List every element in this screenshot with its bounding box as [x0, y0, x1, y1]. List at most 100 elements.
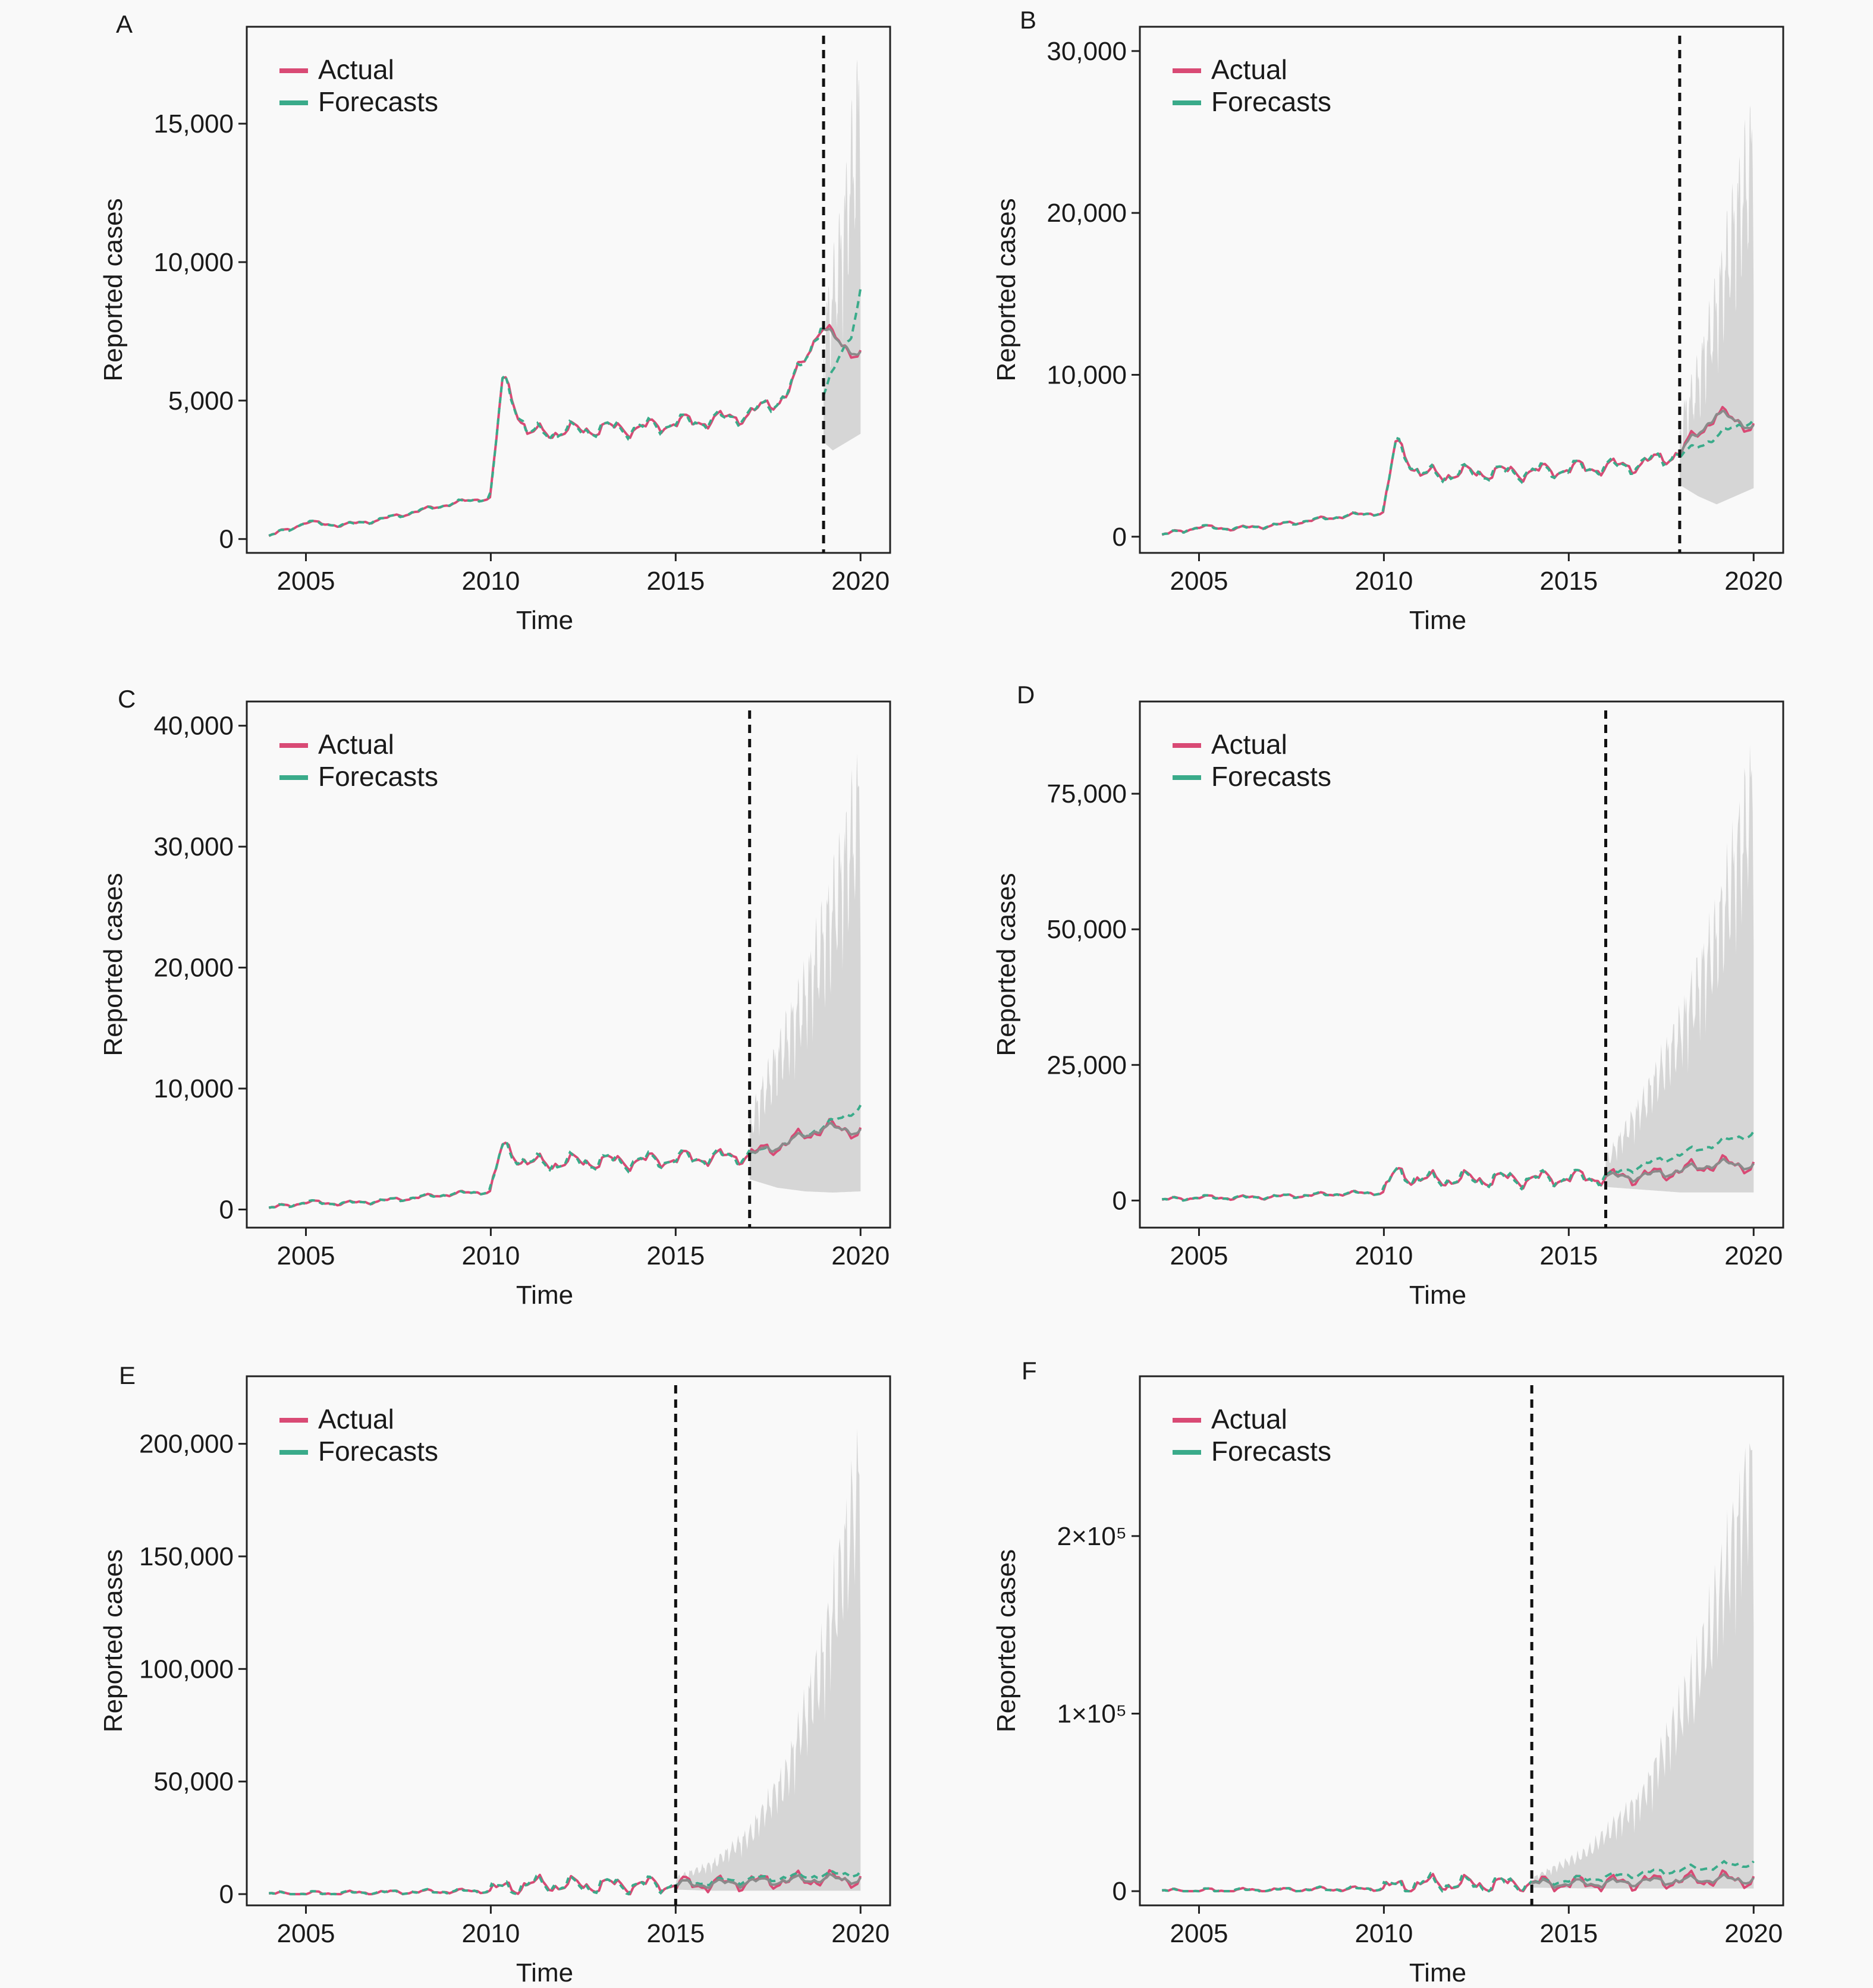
y-tick-label: 200,000	[139, 1430, 234, 1459]
y-tick-label: 0	[219, 525, 234, 554]
fitted-series-line	[269, 1140, 751, 1209]
forecast-series-line	[822, 288, 862, 396]
y-axis-label: Reported cases	[99, 198, 128, 381]
y-tick-label: 50,000	[1047, 915, 1127, 944]
x-tick-label: 2010	[461, 567, 520, 596]
fitted-series-line	[1162, 1871, 1533, 1893]
x-tick-label: 2005	[1170, 1241, 1228, 1270]
y-tick-label: 0	[1113, 1186, 1127, 1215]
panel-e: E 0 50,000 100,000 150,000 200,000 2005 2010 201…	[99, 1361, 891, 1987]
actual-forecast-overlap-line	[749, 1121, 862, 1155]
legend-actual-label: Actual	[1211, 1404, 1287, 1435]
legend-forecasts-label: Forecasts	[1211, 1436, 1331, 1467]
y-tick-label: 15,000	[153, 109, 234, 139]
prediction-interval-band	[749, 753, 861, 1193]
panel-c: C 0 10,000 20,000 30,000 40,000 2005 2010 2015 20…	[99, 685, 891, 1310]
y-tick-label: 20,000	[153, 954, 234, 983]
x-tick-label: 2010	[1355, 1241, 1413, 1270]
x-tick-label: 2015	[1539, 567, 1598, 596]
y-tick-label: 30,000	[1047, 37, 1127, 66]
x-tick-label: 2015	[646, 1241, 705, 1270]
actual-series-line	[1161, 405, 1755, 536]
forecast-series-line	[1605, 1130, 1755, 1177]
y-tick-label: 2×10⁵	[1057, 1522, 1127, 1551]
y-tick-label: 0	[219, 1880, 234, 1909]
legend-actual-label: Actual	[318, 54, 394, 85]
legend-actual-label: Actual	[318, 1404, 394, 1435]
plot-frame	[1139, 1375, 1784, 1907]
y-axis-label: Reported cases	[992, 873, 1021, 1056]
x-tick-label: 2020	[831, 1919, 890, 1948]
legend-forecasts-label: Forecasts	[1211, 761, 1331, 792]
y-tick-label: 10,000	[1047, 360, 1127, 389]
y-tick-label: 10,000	[153, 248, 234, 277]
fitted-series-line	[268, 327, 824, 537]
forecast-series-line	[1531, 1860, 1755, 1887]
actual-series-line	[268, 1118, 862, 1209]
fitted-series-line	[269, 1873, 676, 1896]
y-tick-label: 40,000	[153, 712, 234, 741]
prediction-interval-band	[824, 59, 861, 451]
actual-forecast-overlap-line	[1531, 1872, 1755, 1890]
legend-actual-label: Actual	[318, 729, 394, 760]
plot-frame	[1139, 26, 1784, 554]
x-tick-label: 2015	[1539, 1241, 1598, 1270]
y-tick-label: 50,000	[153, 1767, 234, 1797]
panel-letter-c: C	[118, 685, 136, 713]
x-axis-label: Time	[1409, 1958, 1466, 1987]
y-tick-label: 75,000	[1047, 779, 1127, 809]
prediction-interval-band	[1532, 1443, 1754, 1889]
forecast-series-line	[749, 1105, 862, 1155]
plot-frame	[246, 1375, 891, 1907]
x-axis-label: Time	[516, 606, 573, 635]
y-tick-label: 1×10⁵	[1057, 1699, 1127, 1728]
panel-letter-b: B	[1020, 6, 1036, 34]
legend-forecasts-label: Forecasts	[318, 86, 438, 117]
x-tick-label: 2015	[646, 1919, 705, 1948]
prediction-interval-band	[1605, 745, 1754, 1193]
legend-actual-label: Actual	[1211, 54, 1287, 85]
x-tick-label: 2020	[1724, 1919, 1783, 1948]
panel-letter-f: F	[1022, 1357, 1037, 1385]
x-tick-label: 2005	[277, 1241, 335, 1270]
panel-b: B 0 10,000 20,000 30,000 2005 2010 2015 2020 Time…	[992, 6, 1784, 635]
y-axis-label: Reported cases	[992, 198, 1021, 381]
panel-letter-e: E	[119, 1361, 136, 1389]
y-tick-label: 0	[1113, 1877, 1127, 1906]
x-tick-label: 2005	[277, 1919, 335, 1948]
x-axis-label: Time	[516, 1958, 573, 1987]
y-tick-label: 0	[219, 1195, 234, 1224]
plot-frame	[1139, 700, 1784, 1229]
plot-frame	[246, 26, 891, 554]
actual-forecast-overlap-line	[1679, 409, 1755, 455]
legend-forecasts-label: Forecasts	[318, 1436, 438, 1467]
legend-forecasts-label: Forecasts	[318, 761, 438, 792]
y-tick-label: 30,000	[153, 832, 234, 861]
legend-forecasts-label: Forecasts	[1211, 86, 1331, 117]
x-tick-label: 2010	[1355, 567, 1413, 596]
x-tick-label: 2020	[1724, 1241, 1783, 1270]
y-tick-label: 5,000	[168, 386, 234, 416]
y-axis-label: Reported cases	[99, 873, 128, 1056]
y-tick-label: 10,000	[153, 1074, 234, 1103]
x-tick-label: 2015	[646, 567, 705, 596]
y-tick-label: 0	[1113, 523, 1127, 552]
x-tick-label: 2005	[1170, 567, 1228, 596]
panel-a: A 0 5,000 10,000 15,000 2005 2010 2015 2020 Time R…	[99, 10, 891, 635]
x-axis-label: Time	[516, 1281, 573, 1310]
x-tick-label: 2020	[831, 1241, 890, 1270]
x-tick-label: 2010	[461, 1919, 520, 1948]
x-axis-label: Time	[1409, 1281, 1466, 1310]
panel-f: F 0 1×10⁵ 2×10⁵ 2005 2010 2015 2020 Time Reported…	[992, 1357, 1784, 1987]
panel-letter-a: A	[116, 10, 133, 38]
actual-forecast-overlap-line	[675, 1872, 862, 1890]
x-tick-label: 2020	[831, 567, 890, 596]
x-tick-label: 2005	[1170, 1919, 1228, 1948]
y-axis-label: Reported cases	[992, 1549, 1021, 1732]
y-tick-label: 25,000	[1047, 1050, 1127, 1080]
fitted-series-line	[1162, 1165, 1607, 1202]
panel-letter-d: D	[1017, 681, 1035, 709]
x-tick-label: 2010	[1355, 1919, 1413, 1948]
x-axis-label: Time	[1409, 606, 1466, 635]
